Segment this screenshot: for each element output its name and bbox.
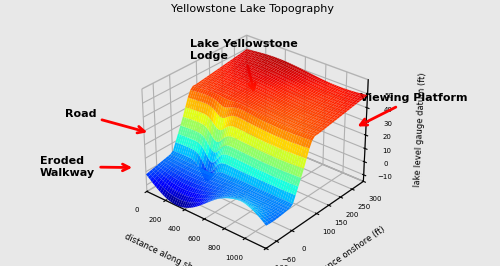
- Text: Viewing Platform: Viewing Platform: [360, 93, 468, 125]
- X-axis label: distance along shoreline (ft): distance along shoreline (ft): [122, 232, 234, 266]
- Title: Yellowstone Lake Topography: Yellowstone Lake Topography: [171, 4, 334, 14]
- Y-axis label: distance onshore (ft): distance onshore (ft): [309, 225, 386, 266]
- Text: Lake Yellowstone
Lodge: Lake Yellowstone Lodge: [190, 39, 298, 90]
- Text: Eroded
Walkway: Eroded Walkway: [40, 156, 129, 178]
- Text: Road: Road: [65, 109, 144, 133]
